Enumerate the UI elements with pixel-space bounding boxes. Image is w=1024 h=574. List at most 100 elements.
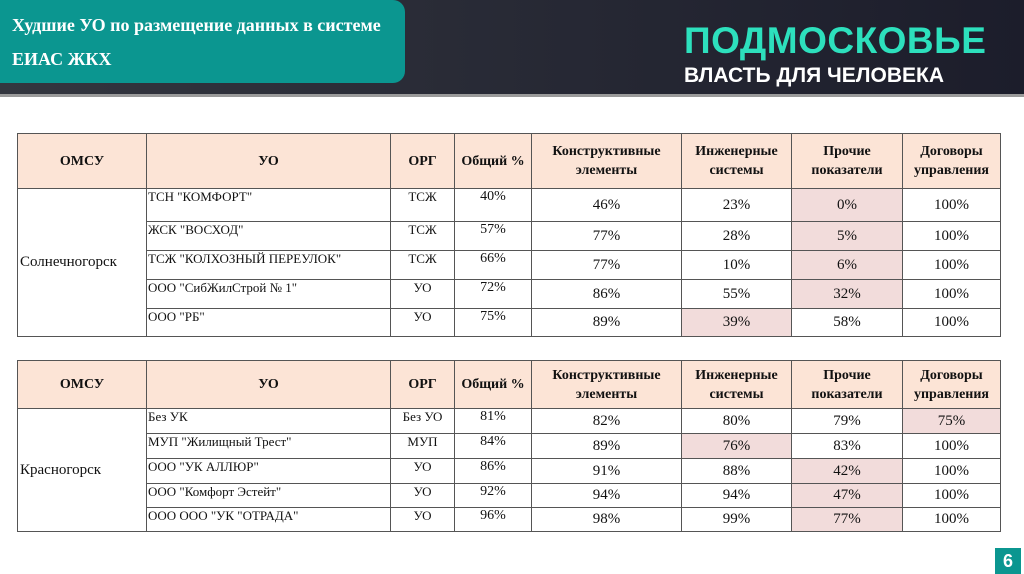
- constr-cell: 82%: [531, 408, 682, 434]
- eng-cell: 23%: [681, 188, 792, 222]
- uo-cell: ООО ООО "УК "ОТРАДА": [146, 507, 391, 532]
- total-cell: 66%: [454, 250, 532, 280]
- org-cell: Без УО: [390, 408, 455, 434]
- uo-cell: ТСН "КОМФОРТ": [146, 188, 391, 222]
- constr-cell: 89%: [531, 308, 682, 337]
- column-header: Договоры управления: [902, 360, 1001, 409]
- contracts-cell: 100%: [902, 507, 1001, 532]
- uo-cell: Без УК: [146, 408, 391, 434]
- uo-cell: МУП "Жилищный Трест": [146, 433, 391, 459]
- table-row: Красногорск Без УК Без УО 81% 82% 80% 79% 75%: [17, 408, 1001, 532]
- eng-cell: 39%: [681, 308, 792, 337]
- contracts-cell: 75%: [902, 408, 1001, 434]
- table-krasnogorsk: ОМСУ УО ОРГ Общий % Конструктивные элементы И…: [17, 360, 1001, 532]
- omsu-cell: Красногорск: [17, 408, 147, 532]
- eng-cell: 88%: [681, 458, 792, 484]
- table-row: ТСЖ "КОЛХОЗНЫЙ ПЕРЕУЛОК" ТСЖ 66% 77% 10% 6% 10…: [18, 250, 1001, 280]
- column-header: Общий %: [454, 360, 532, 409]
- column-header: УО: [146, 360, 391, 409]
- table-solnechnogorsk: ОМСУ УО ОРГ Общий % Конструктивные элементы И…: [17, 133, 1001, 337]
- other-cell: 6%: [791, 250, 903, 280]
- uo-cell: ТСЖ "КОЛХОЗНЫЙ ПЕРЕУЛОК": [146, 250, 391, 280]
- column-header: УО: [146, 133, 391, 189]
- total-cell: 72%: [454, 279, 532, 309]
- other-cell: 83%: [791, 433, 903, 459]
- total-cell: 96%: [454, 507, 532, 532]
- other-cell: 79%: [791, 408, 903, 434]
- column-header: Прочие показатели: [791, 360, 903, 409]
- total-cell: 40%: [454, 188, 532, 222]
- org-cell: МУП: [390, 433, 455, 459]
- other-cell: 58%: [791, 308, 903, 337]
- eng-cell: 28%: [681, 221, 792, 251]
- column-header: ОРГ: [390, 360, 455, 409]
- constr-cell: 77%: [531, 221, 682, 251]
- total-cell: 57%: [454, 221, 532, 251]
- header-bar: Худшие УО по размещение данных в системе…: [0, 0, 1024, 97]
- column-header: ОМСУ: [17, 360, 147, 409]
- table-row: ООО "УК АЛЛЮР" УО 86% 91% 88% 42% 100%: [18, 458, 1001, 484]
- constr-cell: 89%: [531, 433, 682, 459]
- uo-cell: ЖСК "ВОСХОД": [146, 221, 391, 251]
- contracts-cell: 100%: [902, 458, 1001, 484]
- eng-cell: 76%: [681, 433, 792, 459]
- total-cell: 92%: [454, 483, 532, 508]
- brand-logo-title: ПОДМОСКОВЬЕ: [684, 20, 987, 61]
- org-cell: УО: [390, 483, 455, 508]
- constr-cell: 77%: [531, 250, 682, 280]
- org-cell: УО: [390, 279, 455, 309]
- column-header: Конструктивные элементы: [531, 360, 682, 409]
- column-header: ОРГ: [390, 133, 455, 189]
- eng-cell: 55%: [681, 279, 792, 309]
- other-cell: 32%: [791, 279, 903, 309]
- column-header: Прочие показатели: [791, 133, 903, 189]
- brand-logo-subtitle: ВЛАСТЬ ДЛЯ ЧЕЛОВЕКА: [684, 64, 945, 87]
- table-row: Солнечногорск ТСН "КОМФОРТ" ТСЖ 40% 46% 23% 0%…: [17, 188, 1001, 337]
- table-row: ООО ООО "УК "ОТРАДА" УО 96% 98% 99% 77% 100%: [18, 507, 1001, 532]
- other-cell: 5%: [791, 221, 903, 251]
- table-row: ООО "СибЖилСтрой № 1" УО 72% 86% 55% 32% 100%: [18, 279, 1001, 309]
- other-cell: 47%: [791, 483, 903, 508]
- other-cell: 42%: [791, 458, 903, 484]
- contracts-cell: 100%: [902, 279, 1001, 309]
- contracts-cell: 100%: [902, 483, 1001, 508]
- eng-cell: 94%: [681, 483, 792, 508]
- contracts-cell: 100%: [902, 221, 1001, 251]
- constr-cell: 94%: [531, 483, 682, 508]
- org-cell: ТСЖ: [390, 188, 455, 222]
- table-row: ООО "РБ" УО 75% 89% 39% 58% 100%: [18, 308, 1001, 337]
- total-cell: 81%: [454, 408, 532, 434]
- uo-cell: ООО "Комфорт Эстейт": [146, 483, 391, 508]
- other-cell: 77%: [791, 507, 903, 532]
- total-cell: 84%: [454, 433, 532, 459]
- table-row: ООО "Комфорт Эстейт" УО 92% 94% 94% 47% 100%: [18, 483, 1001, 508]
- org-cell: УО: [390, 507, 455, 532]
- column-header: Инженерные системы: [681, 133, 792, 189]
- org-cell: ТСЖ: [390, 221, 455, 251]
- constr-cell: 98%: [531, 507, 682, 532]
- column-header: Общий %: [454, 133, 532, 189]
- org-cell: УО: [390, 458, 455, 484]
- uo-cell: ООО "РБ": [146, 308, 391, 337]
- org-cell: ТСЖ: [390, 250, 455, 280]
- uo-cell: ООО "СибЖилСтрой № 1": [146, 279, 391, 309]
- constr-cell: 86%: [531, 279, 682, 309]
- eng-cell: 10%: [681, 250, 792, 280]
- contracts-cell: 100%: [902, 188, 1001, 222]
- column-header: Договоры управления: [902, 133, 1001, 189]
- constr-cell: 46%: [531, 188, 682, 222]
- eng-cell: 80%: [681, 408, 792, 434]
- column-header: Инженерные системы: [681, 360, 792, 409]
- constr-cell: 91%: [531, 458, 682, 484]
- eng-cell: 99%: [681, 507, 792, 532]
- page-number: 6: [995, 548, 1021, 574]
- table-row: ЖСК "ВОСХОД" ТСЖ 57% 77% 28% 5% 100%: [18, 221, 1001, 251]
- contracts-cell: 100%: [902, 250, 1001, 280]
- column-header: ОМСУ: [17, 133, 147, 189]
- other-cell: 0%: [791, 188, 903, 222]
- contracts-cell: 100%: [902, 308, 1001, 337]
- org-cell: УО: [390, 308, 455, 337]
- omsu-cell: Солнечногорск: [17, 188, 147, 337]
- uo-cell: ООО "УК АЛЛЮР": [146, 458, 391, 484]
- total-cell: 75%: [454, 308, 532, 337]
